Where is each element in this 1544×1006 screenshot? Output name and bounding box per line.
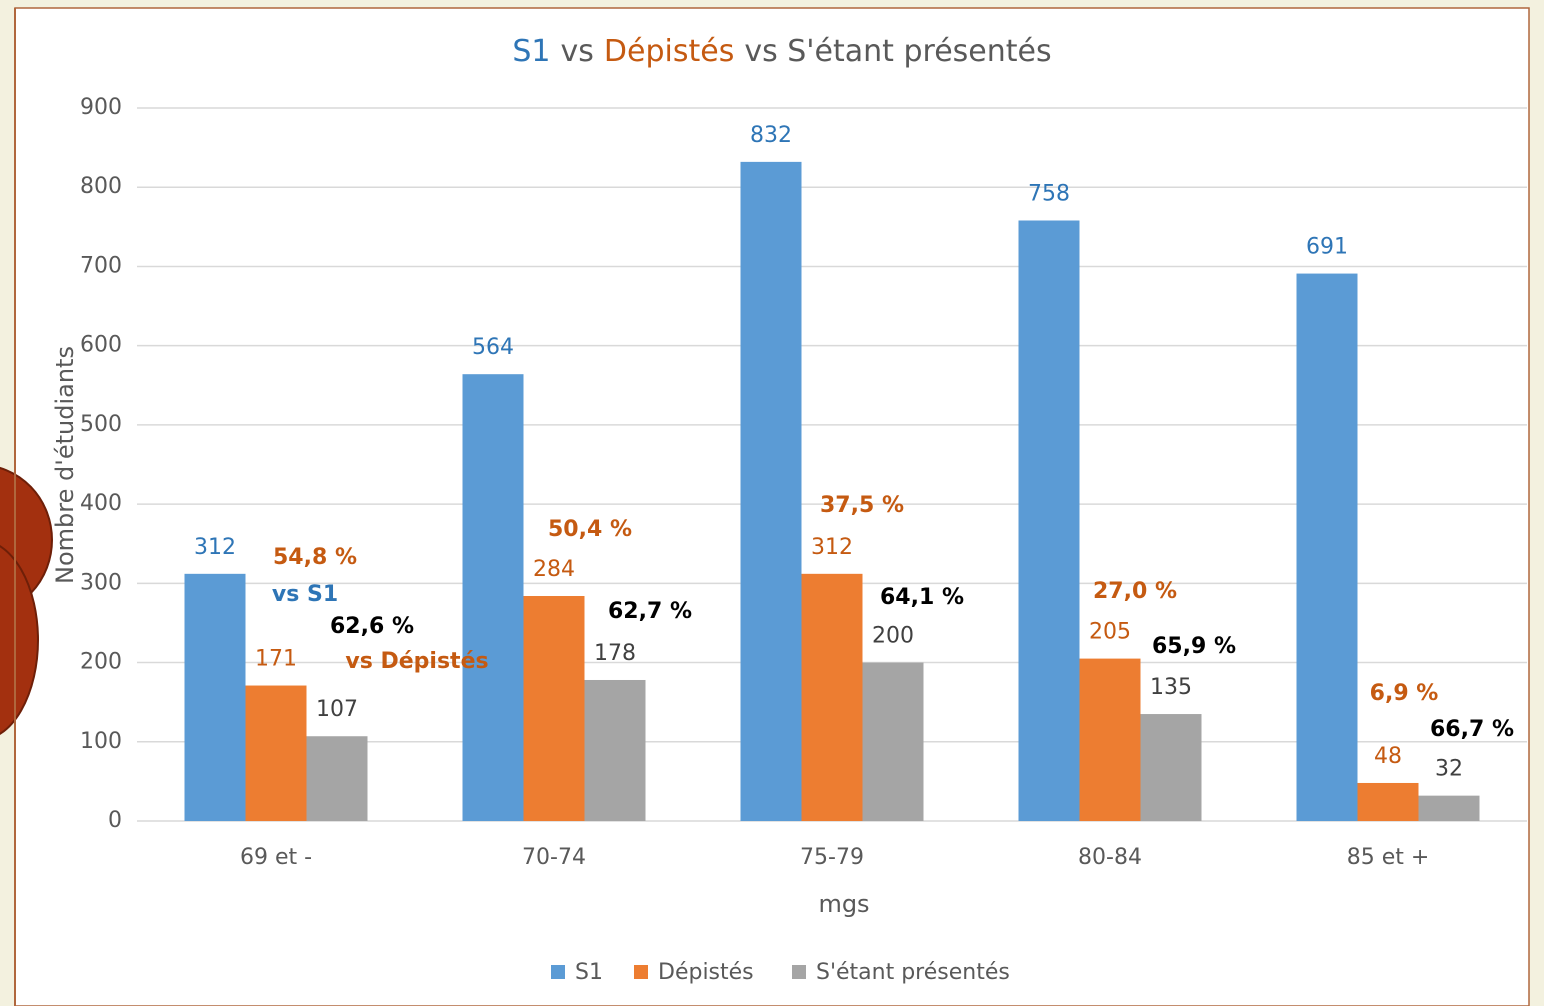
x-tick-label: 70-74: [522, 845, 586, 870]
legend-label: S'étant présentés: [816, 960, 1010, 985]
title-part: vs S'étant présentés: [744, 34, 1051, 69]
bar: [1419, 796, 1480, 821]
y-axis-title: Nombre d'étudiants: [51, 346, 79, 584]
value-label: 312: [194, 535, 236, 560]
x-tick-label: 85 et +: [1347, 845, 1430, 870]
x-tick-label: 80-84: [1078, 845, 1142, 870]
bar: [1297, 274, 1358, 821]
title-part: S1: [512, 34, 550, 69]
bar: [863, 663, 924, 821]
bar: [524, 596, 585, 821]
y-tick-label: 800: [80, 174, 122, 199]
y-tick-label: 400: [80, 491, 122, 516]
y-tick-label: 100: [80, 729, 122, 754]
x-tick-label: 75-79: [800, 845, 864, 870]
value-label: 758: [1028, 181, 1070, 206]
bar: [1080, 659, 1141, 821]
bar: [463, 374, 524, 821]
page: S1 vs Dépistés vs S'étant présentés mgs Nom…: [0, 0, 1544, 1006]
value-label: 178: [594, 641, 636, 666]
annotation: 54,8 %: [273, 545, 357, 570]
legend-swatch: [551, 965, 565, 979]
value-label: 32: [1435, 757, 1463, 782]
value-label: 48: [1374, 744, 1402, 769]
legend-swatch: [634, 965, 648, 979]
y-tick-label: 600: [80, 333, 122, 358]
value-label: 691: [1306, 235, 1348, 260]
bar: [1358, 783, 1419, 821]
bar: [307, 736, 368, 821]
value-label: 205: [1089, 620, 1131, 645]
annotation-note: vs S1: [272, 582, 338, 607]
bar: [802, 574, 863, 821]
y-tick-label: 700: [80, 253, 122, 278]
value-label: 107: [316, 697, 358, 722]
value-label: 171: [255, 647, 297, 672]
bar: [246, 686, 307, 821]
bar: [185, 574, 246, 821]
value-label: 832: [750, 123, 792, 148]
annotation: 6,9 %: [1370, 681, 1439, 706]
value-label: 200: [872, 624, 914, 649]
bar: [1141, 714, 1202, 821]
legend-swatch: [792, 965, 806, 979]
bar: [741, 162, 802, 821]
y-tick-label: 0: [108, 808, 122, 833]
y-tick-label: 300: [80, 570, 122, 595]
annotation: 65,9 %: [1152, 634, 1236, 659]
x-axis-title: mgs: [818, 890, 869, 918]
value-label: 312: [811, 535, 853, 560]
bar: [1019, 220, 1080, 821]
annotation: 50,4 %: [548, 517, 632, 542]
title-part: vs: [561, 34, 594, 69]
legend-label: Dépistés: [658, 960, 754, 985]
annotation: 66,7 %: [1430, 717, 1514, 742]
annotation: 37,5 %: [820, 493, 904, 518]
chart: S1 vs Dépistés vs S'étant présentés mgs Nom…: [0, 0, 1544, 1006]
annotation: 27,0 %: [1093, 579, 1177, 604]
value-label: 284: [533, 557, 575, 582]
annotation: 62,6 %: [330, 614, 414, 639]
y-tick-label: 900: [80, 95, 122, 120]
chart-title: S1 vs Dépistés vs S'étant présentés: [512, 34, 1051, 69]
value-label: 564: [472, 335, 514, 360]
x-tick-label: 69 et -: [240, 845, 312, 870]
annotation-note: vs Dépistés: [345, 649, 488, 674]
y-tick-label: 200: [80, 650, 122, 675]
title-part: Dépistés: [604, 34, 734, 69]
legend-label: S1: [575, 960, 603, 985]
annotation: 64,1 %: [880, 585, 964, 610]
y-tick-label: 500: [80, 412, 122, 437]
frame-edge: [14, 8, 16, 1006]
bar: [585, 680, 646, 821]
value-label: 135: [1150, 675, 1192, 700]
annotation: 62,7 %: [608, 599, 692, 624]
